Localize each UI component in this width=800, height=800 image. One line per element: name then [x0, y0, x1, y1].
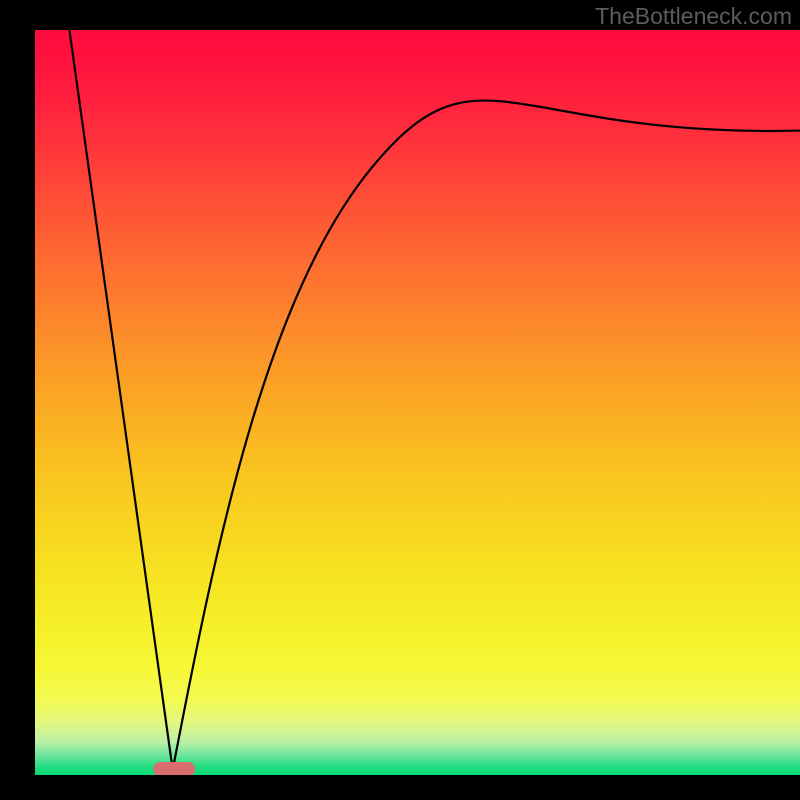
frame-bottom — [0, 775, 800, 800]
gradient-background — [35, 30, 800, 775]
frame-left — [0, 0, 35, 800]
watermark-text: TheBottleneck.com — [595, 3, 792, 30]
minimum-marker — [153, 762, 195, 776]
